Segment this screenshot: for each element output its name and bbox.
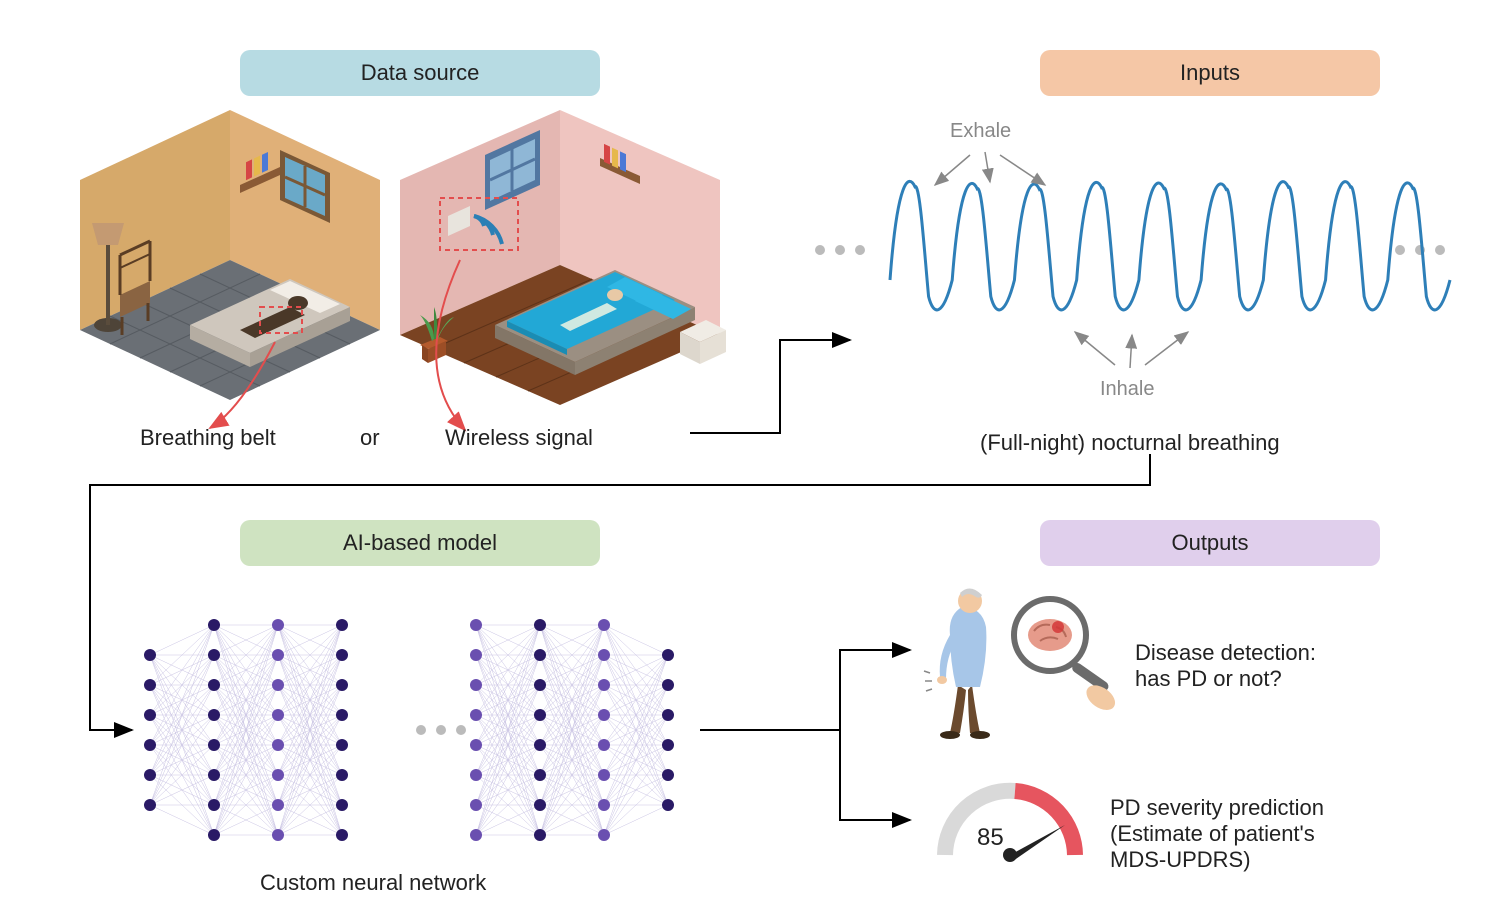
waveform-dots-left — [815, 245, 865, 255]
panel-outputs: Outputs — [1040, 520, 1380, 566]
label-inhale: Inhale — [1100, 378, 1155, 401]
breathing-waveform — [815, 152, 1450, 368]
waveform-dots-right — [1395, 245, 1445, 255]
caption-breathing-belt: Breathing belt — [140, 425, 276, 451]
magnifier-brain — [1014, 599, 1120, 715]
inhale-arrows — [1075, 332, 1188, 368]
caption-severity: PD severity prediction (Estimate of pati… — [1110, 795, 1324, 873]
caption-nocturnal: (Full-night) nocturnal breathing — [980, 430, 1280, 456]
panel-inputs: Inputs — [1040, 50, 1380, 96]
arrow-model-to-detection — [840, 650, 910, 730]
caption-detection: Disease detection: has PD or not? — [1135, 640, 1316, 692]
severity-gauge: 85 — [945, 791, 1075, 862]
exhale-arrows — [935, 152, 1045, 185]
label-exhale: Exhale — [950, 120, 1011, 143]
caption-nn: Custom neural network — [260, 870, 486, 896]
gauge-value: 85 — [977, 824, 1004, 851]
panel-data-source: Data source — [240, 50, 600, 96]
room-wireless — [400, 110, 726, 430]
panel-ai-model: AI-based model — [240, 520, 600, 566]
waveform-path — [890, 181, 1450, 309]
pd-person — [924, 588, 990, 739]
caption-wireless: Wireless signal — [445, 425, 593, 451]
neural-network — [144, 619, 674, 841]
arrow-model-to-severity — [840, 730, 910, 820]
caption-or: or — [360, 425, 380, 451]
tremor-lines — [924, 671, 932, 691]
arrow-inputs-to-model — [90, 454, 1150, 730]
room-breathing-belt — [80, 110, 380, 428]
